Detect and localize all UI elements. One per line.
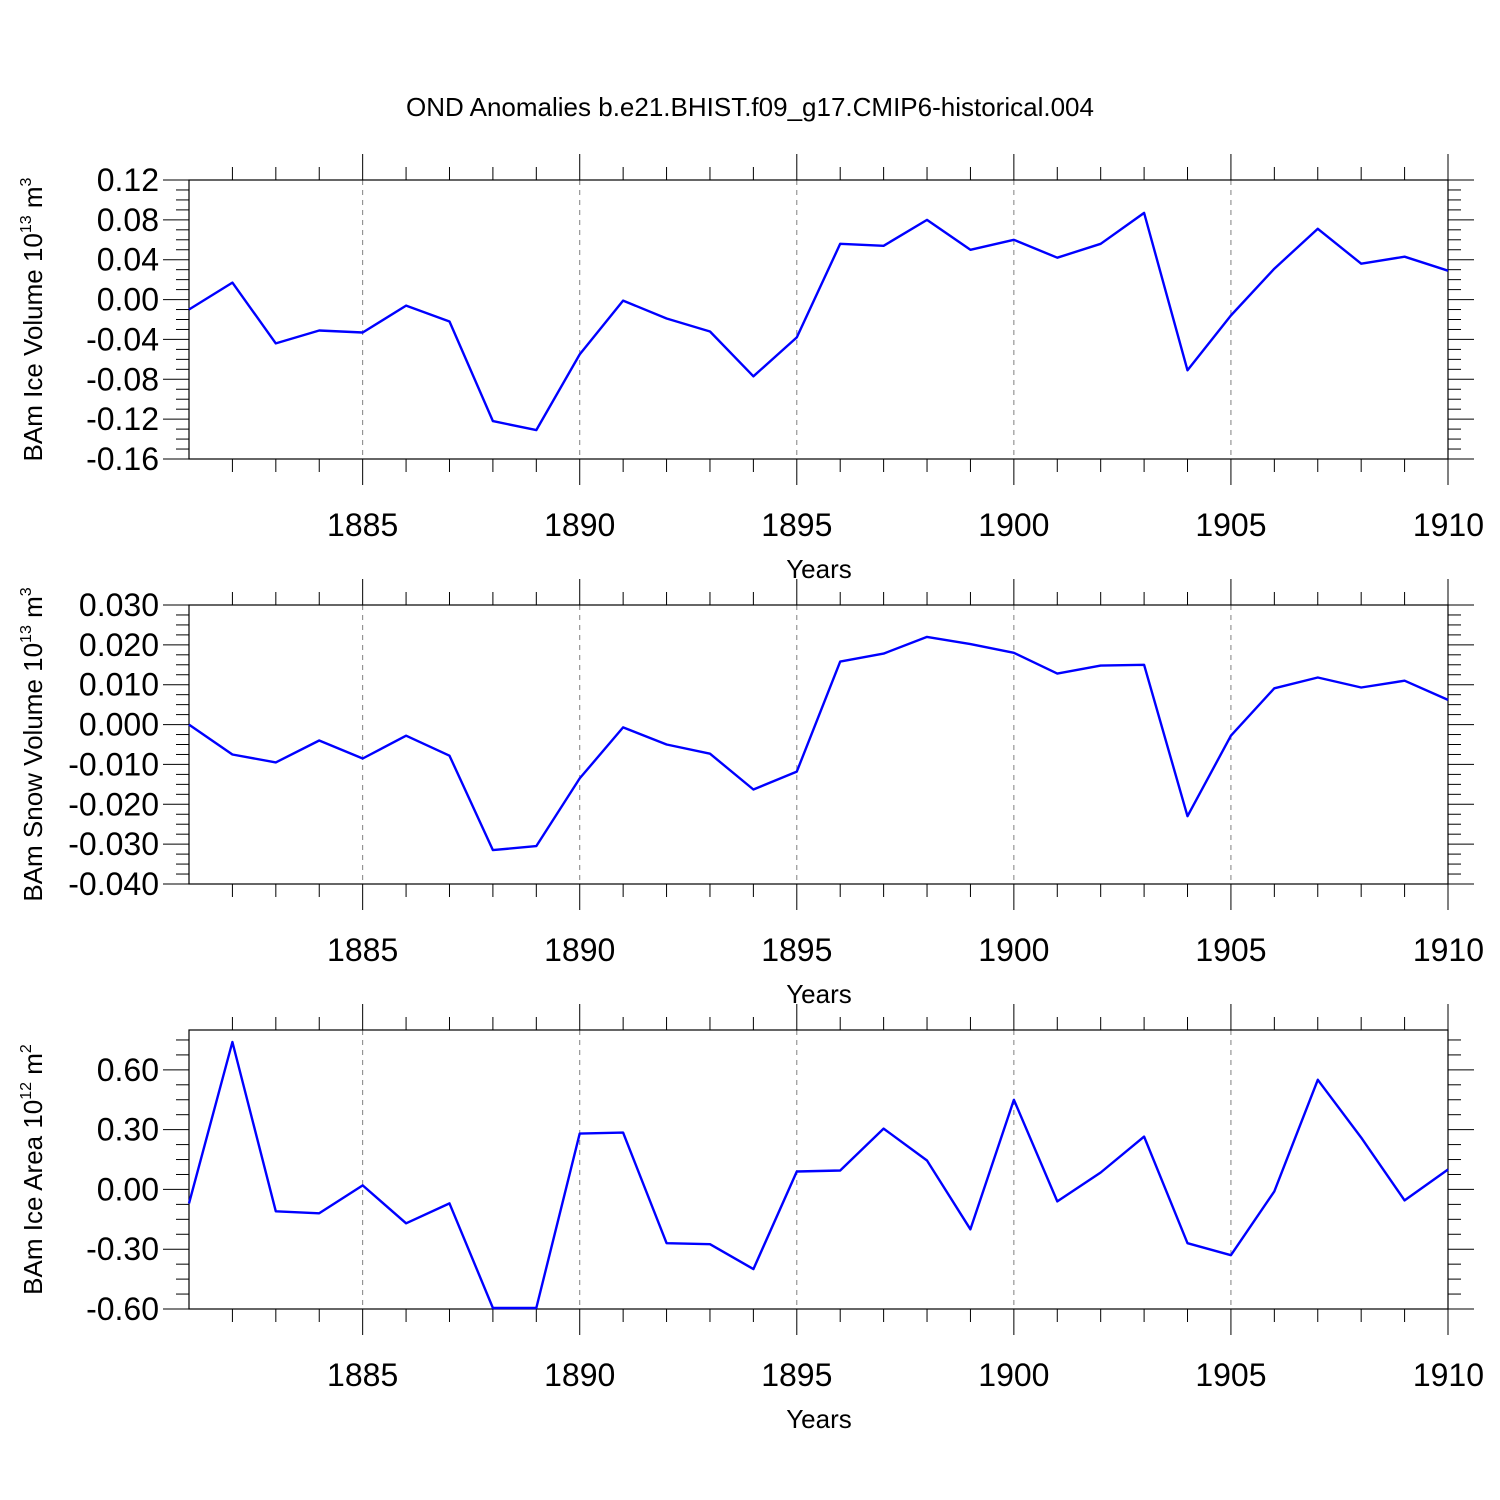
- x-tick-label: 1910: [1413, 1357, 1484, 1393]
- y-tick-label: -0.16: [86, 441, 159, 477]
- x-tick-label: 1905: [1195, 932, 1266, 968]
- y-axis-title-unit-exponent: 2: [18, 1044, 35, 1053]
- x-tick-label: 1910: [1413, 507, 1484, 543]
- x-tick-label: 1900: [978, 1357, 1049, 1393]
- y-axis-title: BAm Ice Area 1012 m2: [18, 1044, 48, 1295]
- x-tick-label: 1885: [327, 1357, 398, 1393]
- y-tick-label: 0.12: [97, 162, 159, 198]
- plot-frame: [188, 1029, 1449, 1310]
- y-axis-title-main: BAm Ice Volume 10: [18, 233, 48, 461]
- y-tick-label: -0.020: [68, 786, 159, 822]
- y-tick-label: -0.08: [86, 361, 159, 397]
- x-tick-label: 1895: [761, 507, 832, 543]
- y-axis-title: BAm Snow Volume 1013 m3: [18, 587, 48, 901]
- y-axis-title-unit-exponent: 3: [18, 177, 35, 186]
- y-axis-title-unit-exponent: 3: [18, 587, 35, 596]
- y-tick-label: 0.04: [97, 242, 159, 278]
- y-tick-label: -0.30: [86, 1231, 159, 1267]
- y-axis-title-exponent: 13: [18, 215, 35, 233]
- y-axis-title-main: BAm Ice Area 10: [18, 1100, 48, 1295]
- y-tick-label: 0.00: [97, 1171, 159, 1207]
- y-tick-label: 0.010: [79, 667, 159, 703]
- x-tick-label: 1890: [544, 1357, 615, 1393]
- x-tick-label: 1890: [544, 507, 615, 543]
- y-axis-title-exponent: 12: [18, 1082, 35, 1100]
- panel-3: -0.60 -0.30 0.00 0.30 0.60 1885 1890 1895 1900 19…: [18, 1004, 1484, 1434]
- x-tick-label: 1895: [761, 932, 832, 968]
- series-line: [188, 635, 1449, 852]
- series-line: [188, 211, 1449, 432]
- y-axis-title-exponent: 13: [18, 625, 35, 643]
- plot-frame: [188, 604, 1449, 885]
- x-tick-label: 1895: [761, 1357, 832, 1393]
- panels: -0.16-0.12-0.08-0.040.000.040.080.121885…: [18, 154, 1484, 1434]
- y-tick-label: -0.04: [86, 321, 159, 357]
- y-tick-label: 0.000: [79, 707, 159, 743]
- x-tick-label: 1900: [978, 932, 1049, 968]
- y-tick-label: 0.030: [79, 587, 159, 623]
- y-tick-label: -0.030: [68, 826, 159, 862]
- x-tick-label: 1885: [327, 932, 398, 968]
- y-axis-title-unit: m: [18, 186, 48, 215]
- plot-frame: [188, 179, 1449, 460]
- y-tick-label: 0.00: [97, 282, 159, 318]
- x-tick-label: 1885: [327, 507, 398, 543]
- y-axis-title: BAm Ice Volume 1013 m3: [18, 177, 48, 461]
- y-tick-label: 0.08: [97, 202, 159, 238]
- y-axis-title-main: BAm Snow Volume 10: [18, 643, 48, 902]
- x-tick-label: 1910: [1413, 932, 1484, 968]
- x-tick-label: 1900: [978, 507, 1049, 543]
- panel-1: -0.16 -0.12 -0.08 -0.040.00 0.04 0.08 0.12 1885…: [18, 154, 1484, 584]
- x-tick-label: 1905: [1195, 1357, 1266, 1393]
- y-tick-label: 0.30: [97, 1112, 159, 1148]
- x-axis-title: Years: [786, 554, 852, 584]
- y-tick-label: -0.010: [68, 746, 159, 782]
- y-axis-title-unit: m: [18, 596, 48, 625]
- x-axis-title: Years: [786, 979, 852, 1009]
- y-axis-title-unit: m: [18, 1053, 48, 1082]
- y-tick-label: 0.020: [79, 627, 159, 663]
- x-tick-label: 1890: [544, 932, 615, 968]
- y-tick-label: -0.12: [86, 401, 159, 437]
- x-tick-label: 1905: [1195, 507, 1266, 543]
- chart-title: OND Anomalies b.e21.BHIST.f09_g17.CMIP6-…: [406, 92, 1094, 122]
- series-line: [187, 1040, 1449, 1310]
- x-axis-title: Years: [786, 1404, 852, 1434]
- y-tick-label: -0.60: [86, 1291, 159, 1327]
- y-tick-label: -0.040: [68, 866, 159, 902]
- y-tick-label: 0.60: [97, 1052, 159, 1088]
